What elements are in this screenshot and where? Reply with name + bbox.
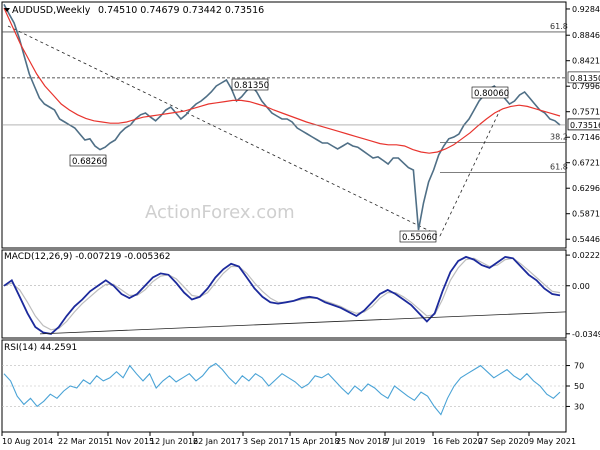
price-annotation-label: 0.55060	[402, 233, 437, 243]
x-tick-label: 15 Apr 2018	[290, 437, 339, 446]
price-y-tick-label: 0.75715	[572, 108, 600, 117]
price-y-tick-label: 0.67215	[572, 159, 600, 168]
x-tick-label: 22 Mar 2015	[58, 437, 109, 446]
rsi-pane: 70 50 30	[1, 339, 584, 433]
price-annotation-label: 0.81350	[234, 81, 269, 91]
price-y-tick-label: 0.54465	[572, 235, 600, 244]
price-annotation-label: 0.68260	[72, 157, 107, 167]
macd-trendline	[39, 311, 567, 335]
macd-title: MACD(12,26,9) -0.007219 -0.005362	[4, 252, 170, 262]
price-y-tick-label: 0.62965	[572, 184, 600, 193]
macd-pane: 0.02229 0.00 -0.03494	[1, 249, 600, 339]
price-y-tick-label: 0.58715	[572, 210, 600, 219]
price-y-tick-label: 0.71465	[572, 133, 600, 142]
fib-382-label: 38.2	[550, 132, 568, 141]
pane-border-1	[1, 249, 567, 339]
dropdown-icon[interactable]	[4, 8, 10, 12]
x-tick-label: 16 Feb 2020	[433, 437, 483, 446]
price-annotation-box	[69, 154, 107, 167]
uptrend-line	[439, 109, 501, 237]
x-tick-label: 3 Sep 2017	[243, 437, 289, 446]
price-series-line	[3, 4, 561, 231]
fib-level-label: 61.8	[550, 22, 568, 31]
x-tick-label: 12 Jun 2016	[150, 437, 198, 446]
fib-level-label: 61.8	[550, 162, 568, 171]
price-annotation-box	[471, 86, 509, 99]
price-annotation-box	[231, 78, 269, 91]
macd-y-tick-label: 0.00	[572, 282, 590, 291]
x-tick-label: 22 Jan 2017	[193, 437, 241, 446]
horizontal-level-box	[567, 71, 600, 84]
rsi-y-tick-label: 50	[574, 382, 584, 391]
macd-y-tick-label: -0.03494	[572, 330, 600, 339]
horizontal-level-label: 0.81350	[570, 74, 600, 83]
price-annotation-label: 0.80060	[474, 89, 509, 99]
downtrend-line	[7, 25, 441, 237]
rsi-line	[3, 362, 561, 416]
x-tick-label: 25 Nov 2018	[336, 437, 387, 446]
last-price-box	[567, 118, 600, 131]
pane-titles: AUDUSD,Weekly 0.74510 0.74679 0.73442 0.…	[4, 5, 295, 353]
rsi-y-tick-label: 70	[574, 362, 584, 371]
price-chart-title: AUDUSD,Weekly	[12, 5, 91, 16]
price-y-tick-label: 0.88465	[572, 31, 600, 40]
price-y-tick-label: 0.79965	[572, 82, 600, 91]
price-ohlc-values: 0.74510 0.74679 0.73442 0.73516	[98, 5, 264, 16]
macd-y-tick-label: 0.02229	[572, 251, 600, 260]
x-tick-label: 10 Aug 2014	[2, 437, 53, 446]
x-tick-label: 9 May 2021	[529, 437, 576, 446]
last-price-label: 0.73516	[570, 121, 600, 130]
moving-average-line	[3, 7, 561, 154]
price-annotation-box	[399, 230, 437, 243]
price-y-tick-label: 0.84215	[572, 57, 600, 66]
macd-line	[3, 255, 561, 335]
watermark: ActionForex.com	[145, 202, 295, 223]
x-tick-label: 27 Sep 2020	[478, 437, 529, 446]
rsi-title: RSI(14) 44.2591	[4, 343, 77, 353]
rsi-y-tick-label: 30	[574, 402, 584, 411]
x-tick-label: 1 Nov 2015	[108, 437, 154, 446]
x-tick-label: 7 Jul 2019	[385, 437, 425, 446]
